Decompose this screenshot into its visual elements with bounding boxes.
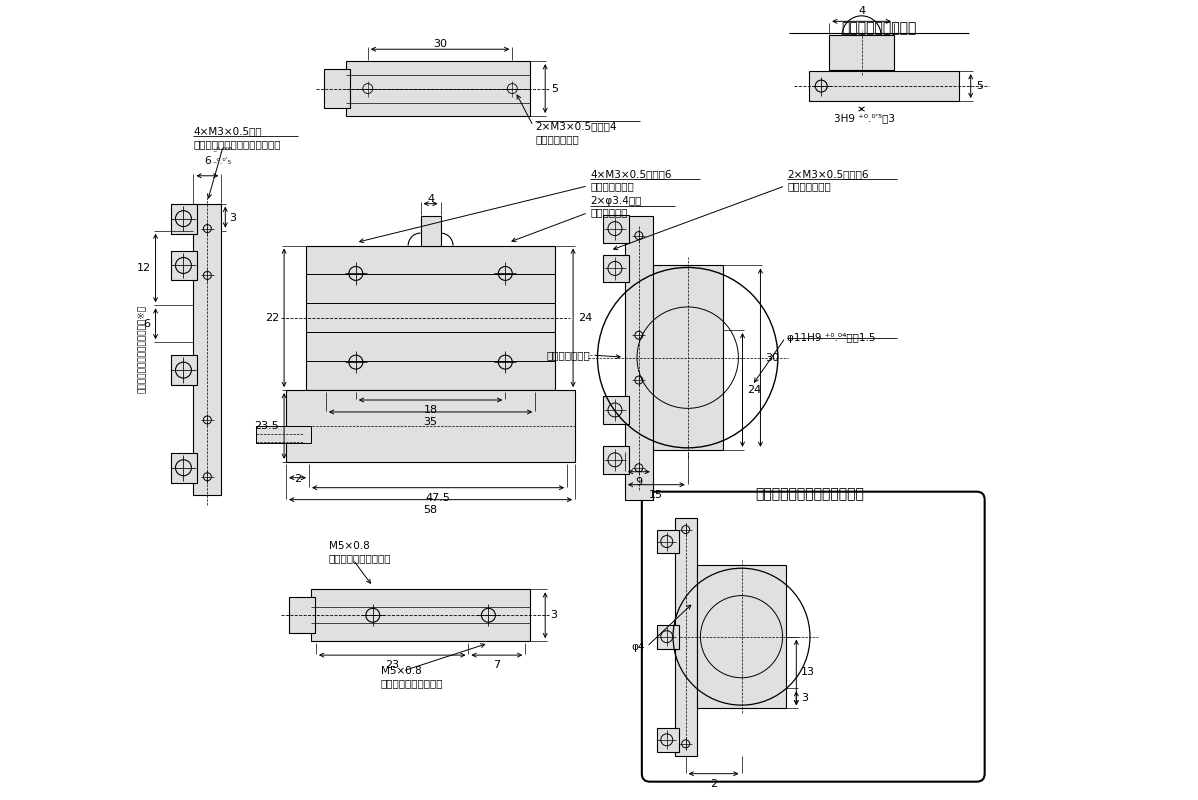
Text: 15: 15 <box>649 490 664 500</box>
Text: 7: 7 <box>494 660 501 670</box>
Text: 23.5: 23.5 <box>254 421 279 431</box>
Text: 位置決メピン穴: 位置決メピン穴 <box>546 350 591 360</box>
Text: 2×M3×0.5ねじ深4: 2×M3×0.5ねじ深4 <box>536 121 617 131</box>
Text: （フィンガ閉ポート）: （フィンガ閉ポート） <box>381 678 443 688</box>
Text: 3: 3 <box>801 693 809 703</box>
Text: 2×M3×0.5ねじ深6: 2×M3×0.5ねじ深6 <box>787 169 869 178</box>
Text: 4: 4 <box>858 6 865 16</box>
Bar <box>311 590 531 641</box>
Text: （アタッチメント取付制限区域※）: （アタッチメント取付制限区域※） <box>137 305 146 394</box>
Text: M5×0.8: M5×0.8 <box>329 542 370 551</box>
Text: 22: 22 <box>265 313 279 322</box>
Text: （取付用ねじ）: （取付用ねじ） <box>787 181 831 190</box>
Text: （取付用ねじ）: （取付用ねじ） <box>591 181 634 190</box>
Text: 6: 6 <box>144 318 151 329</box>
Text: M5×0.8: M5×0.8 <box>381 666 422 676</box>
Text: 58: 58 <box>424 505 437 514</box>
Text: 13: 13 <box>801 667 816 678</box>
Text: 4: 4 <box>426 194 434 204</box>
Bar <box>171 355 198 385</box>
Bar <box>305 246 555 390</box>
Text: 23: 23 <box>386 660 399 670</box>
Text: オートスイッチ取付用溝位置: オートスイッチ取付用溝位置 <box>755 488 864 502</box>
Bar <box>603 214 629 242</box>
Text: 24: 24 <box>748 385 762 395</box>
Text: 3H9 ⁺⁰.⁰′⁵深3: 3H9 ⁺⁰.⁰′⁵深3 <box>834 113 895 123</box>
FancyBboxPatch shape <box>642 492 985 782</box>
Text: 4×M3×0.5通し: 4×M3×0.5通し <box>193 126 262 136</box>
Text: 2: 2 <box>295 474 302 484</box>
Bar <box>653 266 722 450</box>
Bar <box>286 390 575 462</box>
Text: φ4: φ4 <box>631 642 645 652</box>
Bar <box>603 446 629 474</box>
Bar <box>697 566 786 708</box>
Text: （フィンガ開ポート）: （フィンガ開ポート） <box>329 554 392 563</box>
Bar <box>171 250 198 281</box>
Text: 位置決めピン穴詳細: 位置決めピン穴詳細 <box>841 22 916 35</box>
Bar <box>346 61 531 116</box>
Bar <box>603 396 629 424</box>
Text: 9: 9 <box>635 477 642 486</box>
Text: 2×φ3.4通し: 2×φ3.4通し <box>591 196 641 206</box>
Text: 2: 2 <box>710 778 718 789</box>
Bar <box>657 625 679 649</box>
Bar <box>810 71 958 101</box>
Text: ₋⁰.⁰⁰⁵
₋⁰.⁰′₅: ₋⁰.⁰⁰⁵ ₋⁰.⁰′₅ <box>212 146 232 166</box>
Text: 3: 3 <box>229 213 236 222</box>
Text: 24: 24 <box>579 313 592 322</box>
Text: 6: 6 <box>204 156 211 166</box>
Text: 30: 30 <box>766 353 780 362</box>
Bar <box>193 204 222 494</box>
Bar <box>289 598 315 633</box>
Bar <box>625 216 653 500</box>
Bar <box>171 453 198 482</box>
Text: 5: 5 <box>551 83 558 94</box>
Text: （アタッチメント取付用ねじ）: （アタッチメント取付用ねじ） <box>193 139 280 149</box>
Text: 30: 30 <box>432 39 447 50</box>
Bar <box>323 69 350 108</box>
Text: 12: 12 <box>137 263 151 273</box>
Bar <box>829 35 894 70</box>
Text: （取付用ねじ）: （取付用ねじ） <box>536 134 579 144</box>
Bar <box>674 518 697 756</box>
Bar <box>657 728 679 752</box>
Text: 3: 3 <box>550 610 557 620</box>
Text: 4×M3×0.5ねじ深6: 4×M3×0.5ねじ深6 <box>591 169 672 178</box>
Text: 47.5: 47.5 <box>425 493 450 502</box>
Text: 35: 35 <box>424 417 437 427</box>
Text: φ11H9 ⁺⁰.⁰⁴⁳深1.5: φ11H9 ⁺⁰.⁰⁴⁳深1.5 <box>787 333 876 342</box>
Bar <box>657 530 679 554</box>
Text: 18: 18 <box>424 405 437 415</box>
Bar <box>256 426 311 443</box>
Bar <box>171 204 198 234</box>
Bar <box>603 254 629 282</box>
Text: （取付用穴）: （取付用穴） <box>591 208 628 218</box>
Text: 5: 5 <box>975 81 982 91</box>
Bar <box>420 216 441 246</box>
